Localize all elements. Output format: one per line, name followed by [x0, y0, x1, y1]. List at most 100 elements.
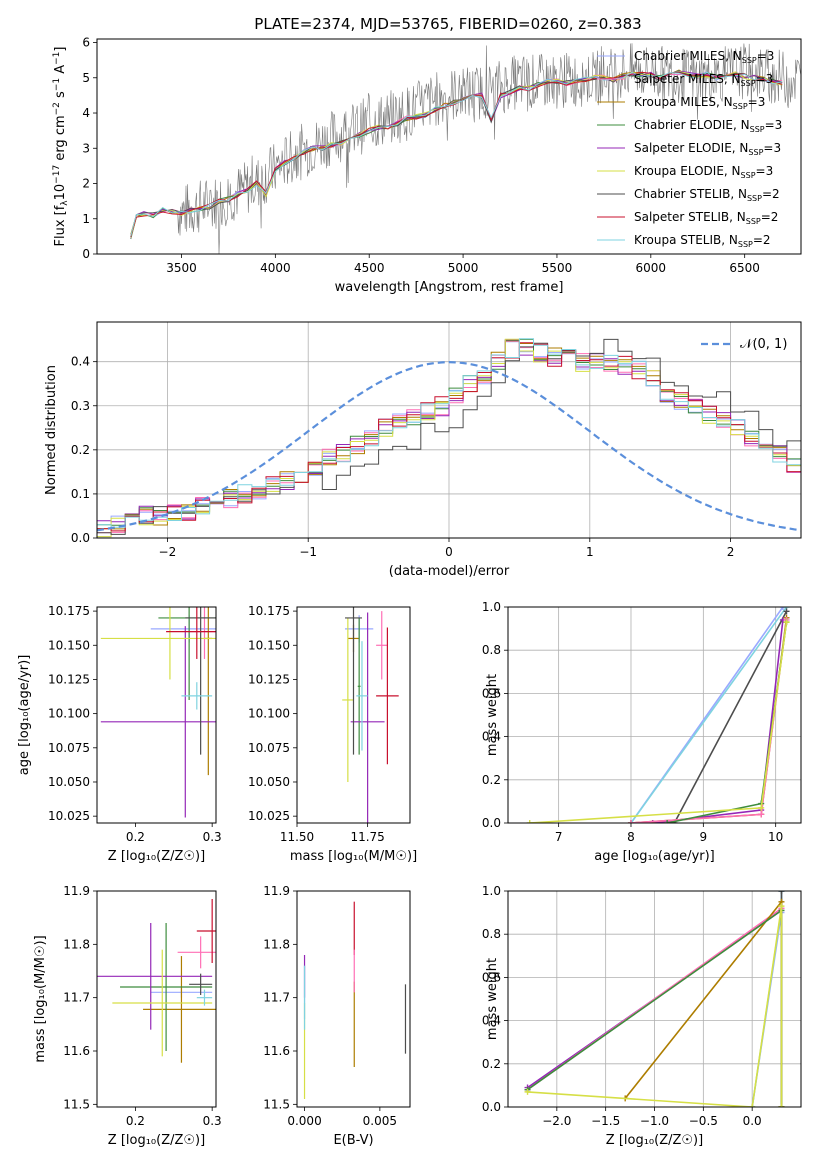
x-tick-label: −2	[159, 545, 177, 559]
error-bar-point	[350, 612, 385, 823]
plot-area	[342, 607, 399, 823]
x-tick-label: 5500	[542, 261, 573, 275]
y-tick-label: 1.0	[482, 600, 501, 614]
error-bar-point	[100, 626, 216, 818]
x-axis-label: Z [log₁₀(Z/Z☉)]	[108, 1133, 205, 1148]
y-tick-label: 10.125	[248, 672, 290, 686]
plot-area	[97, 899, 216, 1063]
plot-frame	[96, 38, 802, 255]
y-tick-label: 10.025	[248, 809, 290, 823]
age-vs-metallicity-panel: 0.2 0.3 10.025 10.050 10.075 10.100 10.125 10.1…	[17, 604, 222, 864]
y-tick-label: 11.6	[63, 1044, 90, 1058]
y-tick-label: 4	[82, 106, 90, 120]
plot-frame	[296, 890, 411, 1108]
x-tick-label: 6500	[729, 261, 760, 275]
x-axis-label: (data-model)/error	[389, 564, 510, 579]
y-tick-label: 0.0	[71, 531, 90, 545]
y-tick-label: 11.8	[63, 937, 90, 951]
x-tick-label: 4000	[260, 261, 291, 275]
x-axis-label: Z [log₁₀(Z/Z☉)]	[108, 849, 205, 864]
mass-weight-line	[527, 905, 783, 1107]
plot-area	[303, 901, 407, 1099]
y-tick-label: 3	[82, 141, 90, 155]
x-tick-label: 0.2	[126, 1114, 145, 1128]
x-tick-label: 2	[727, 545, 735, 559]
y-tick-label: 11.9	[63, 884, 90, 898]
mass-weight-marker	[627, 820, 634, 823]
y-tick-label: 0.0	[482, 1100, 501, 1114]
y-tick-label: 6	[82, 36, 90, 50]
mass-weight-marker	[783, 619, 790, 626]
y-axis-label: mass weight	[485, 958, 500, 1040]
x-tick-label: 11.50	[280, 830, 314, 844]
error-bar-point	[342, 617, 354, 782]
x-tick-label: 10	[768, 830, 783, 844]
y-tick-label: 11.8	[263, 937, 290, 951]
legend-label: Chabrier STELIB, NSSP=2	[634, 187, 780, 203]
x-tick-label: 0.3	[203, 1114, 222, 1128]
x-axis-label: Z [log₁₀(Z/Z☉)]	[606, 1133, 703, 1148]
histogram-step-line	[97, 338, 801, 535]
x-tick-label: −2.0	[542, 1114, 571, 1128]
y-tick-label: 0.3	[71, 399, 90, 413]
y-axis-label: Normed distribution	[44, 365, 59, 495]
plot-area	[100, 607, 216, 818]
y-axis-label: age [log₁₀(age/yr)]	[17, 655, 32, 776]
age-vs-mass-panel: 11.50 11.75 10.025 10.050 10.075 10.100 10.125…	[248, 604, 417, 864]
legend-label: Salpeter STELIB, NSSP=2	[634, 210, 778, 226]
y-tick-label: 11.5	[263, 1097, 290, 1111]
mass-weight-marker	[664, 820, 671, 823]
y-axis-label: mass weight	[485, 674, 500, 756]
y-tick-label: 0.2	[482, 773, 501, 787]
x-tick-label: 0.2	[126, 830, 145, 844]
x-tick-label: 0.005	[363, 1114, 397, 1128]
error-bar-point	[356, 641, 368, 751]
x-tick-label: 9	[700, 830, 708, 844]
y-tick-label: 11.7	[263, 991, 290, 1005]
figure-title: PLATE=2374, MJD=53765, FIBERID=0260, z=0…	[254, 15, 641, 33]
x-tick-label: 4500	[354, 261, 385, 275]
error-bar-point	[166, 607, 216, 659]
y-tick-label: 0.6	[482, 686, 501, 700]
y-tick-label: 0.6	[482, 970, 501, 984]
mass-vs-metallicity-panel: 0.2 0.3 11.5 11.6 11.7 11.8 11.9 Z [log₁₀(Z/Z☉)…	[33, 884, 222, 1148]
mass-weight-marker	[778, 891, 785, 894]
y-tick-label: 10.075	[48, 741, 90, 755]
y-tick-label: 10.025	[48, 809, 90, 823]
mass-weight-marker	[524, 1088, 531, 1095]
legend-label: 𝒩(0, 1)	[740, 337, 787, 352]
y-tick-label: 0.4	[482, 730, 501, 744]
y-axis-label: Flux [fλ10−17 erg cm−2 s−1 A−1]	[52, 47, 70, 247]
mass-weight-marker	[526, 820, 533, 823]
x-tick-label: 11.75	[350, 830, 384, 844]
model-spectrum-line	[130, 71, 783, 236]
legend-label: Kroupa MILES, NSSP=3	[634, 95, 765, 111]
mass-weight-vs-age-panel: 7 8 9 10 0.0 0.2 0.4 0.6 0.8 1.0 age [log₁₀(age/yr…	[482, 600, 802, 864]
error-bar-point	[376, 627, 399, 765]
legend-label: Salpeter ELODIE, NSSP=3	[634, 141, 781, 157]
y-tick-label: 0.4	[71, 355, 90, 369]
error-bar-point	[185, 607, 216, 755]
mass-weight-marker	[758, 804, 765, 811]
y-tick-label: 0.0	[482, 816, 501, 830]
x-axis-label: age [log₁₀(age/yr)]	[594, 849, 715, 864]
y-tick-label: 10.100	[48, 707, 90, 721]
x-tick-label: 0.0	[743, 1114, 762, 1128]
error-bar-point	[357, 617, 361, 755]
y-tick-label: 11.5	[63, 1097, 90, 1111]
y-tick-label: 11.6	[263, 1044, 290, 1058]
x-tick-label: 8	[627, 830, 635, 844]
y-tick-label: 10.150	[248, 638, 290, 652]
y-tick-label: 10.050	[248, 775, 290, 789]
y-tick-label: 11.9	[263, 884, 290, 898]
y-tick-label: 0.4	[482, 1014, 501, 1028]
y-tick-label: 0.2	[482, 1057, 501, 1071]
residual-histogram-panel: −2 −1 0 1 2 0.0 0.1 0.2 0.3 0.4 (data-model)/error…	[44, 321, 802, 579]
mass-weight-marker	[778, 1104, 785, 1107]
y-tick-label: 10.075	[248, 741, 290, 755]
error-bar-point	[196, 899, 216, 963]
y-tick-label: 0	[82, 247, 90, 261]
y-tick-label: 1	[82, 212, 90, 226]
legend-label: Chabrier ELODIE, NSSP=3	[634, 118, 782, 134]
